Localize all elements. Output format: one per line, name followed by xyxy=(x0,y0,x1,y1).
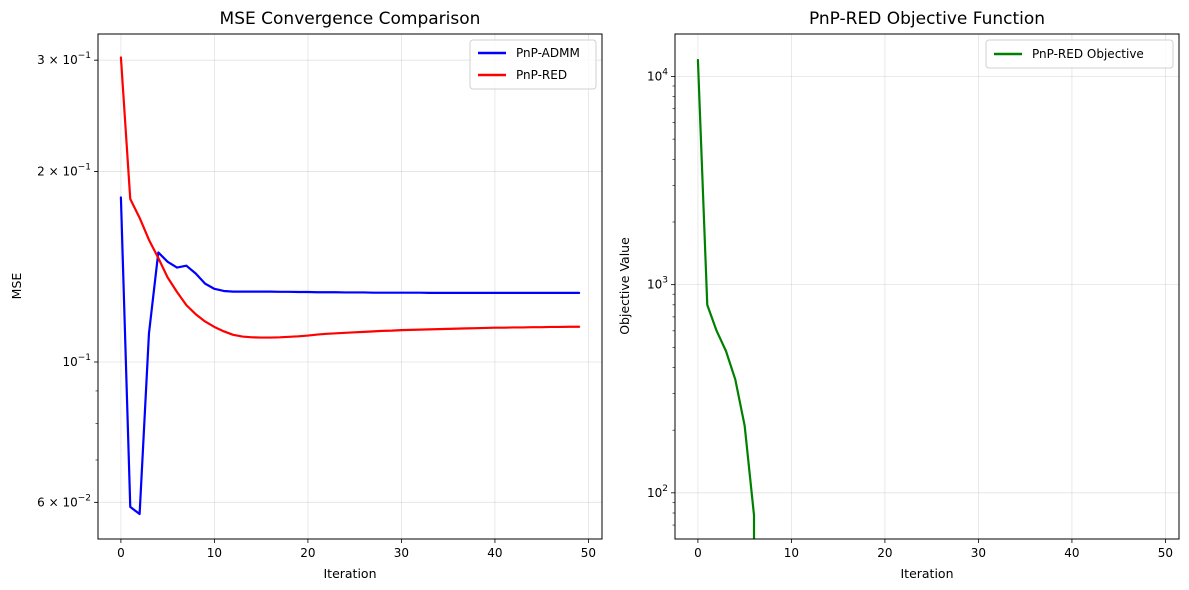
y-tick-label: 102 xyxy=(647,484,668,500)
grid xyxy=(675,34,1179,539)
legend: PnP-ADMM PnP-RED xyxy=(469,39,597,90)
series-line-pnp-red-objective xyxy=(696,58,756,539)
legend-box xyxy=(985,39,1174,69)
x-axis-label: Iteration xyxy=(323,566,376,581)
series-line-pnp-admm xyxy=(119,196,581,516)
chart-title: MSE Convergence Comparison xyxy=(220,9,481,29)
y-tick-label: 104 xyxy=(647,67,668,83)
series-lines xyxy=(119,56,581,516)
legend-label-pnp-red: PnP-RED xyxy=(516,68,567,82)
series-line-pnp-red xyxy=(119,56,581,339)
x-tick-label: 50 xyxy=(581,546,596,560)
x-tick-label: 10 xyxy=(207,546,222,560)
mse-convergence-panel: MSE Convergence Comparison 0 10 20 30 40 50 6… xyxy=(9,9,603,581)
y-tick-label: 10−1 xyxy=(62,353,91,369)
legend: PnP-RED Objective xyxy=(985,39,1174,69)
x-tick-label: 30 xyxy=(394,546,409,560)
chart-title: PnP-RED Objective Function xyxy=(809,9,1045,29)
series-lines xyxy=(696,58,756,539)
x-axis-ticks: 0 10 20 30 40 50 xyxy=(117,539,596,560)
y-tick-label: 3 × 10−1 xyxy=(37,51,91,67)
y-axis-ticks: 6 × 10−2 10−1 2 × 10−1 3 × 10−1 xyxy=(37,51,98,509)
x-tick-label: 50 xyxy=(1158,546,1173,560)
x-tick-label: 40 xyxy=(487,546,502,560)
plot-frame xyxy=(674,33,1180,540)
y-axis-ticks: 102 103 104 xyxy=(647,67,675,526)
x-tick-label: 0 xyxy=(117,546,125,560)
y-tick-label: 2 × 10−1 xyxy=(37,163,91,179)
y-tick-label: 6 × 10−2 xyxy=(37,493,91,509)
objective-function-panel: PnP-RED Objective Function 0 10 20 30 40 50 1… xyxy=(617,9,1180,581)
y-axis-label: Objective Value xyxy=(617,237,632,335)
x-tick-label: 40 xyxy=(1064,546,1079,560)
x-tick-label: 30 xyxy=(971,546,986,560)
legend-label-pnp-admm: PnP-ADMM xyxy=(516,46,580,60)
x-tick-label: 20 xyxy=(877,546,892,560)
y-tick-label: 103 xyxy=(647,276,668,292)
x-axis-label: Iteration xyxy=(900,566,953,581)
y-axis-label: MSE xyxy=(9,273,24,300)
plot-frame xyxy=(97,33,603,540)
x-tick-label: 20 xyxy=(300,546,315,560)
x-tick-label: 10 xyxy=(784,546,799,560)
x-tick-label: 0 xyxy=(694,546,702,560)
legend-label-pnp-red-objective: PnP-RED Objective xyxy=(1032,47,1144,61)
x-axis-ticks: 0 10 20 30 40 50 xyxy=(694,539,1173,560)
